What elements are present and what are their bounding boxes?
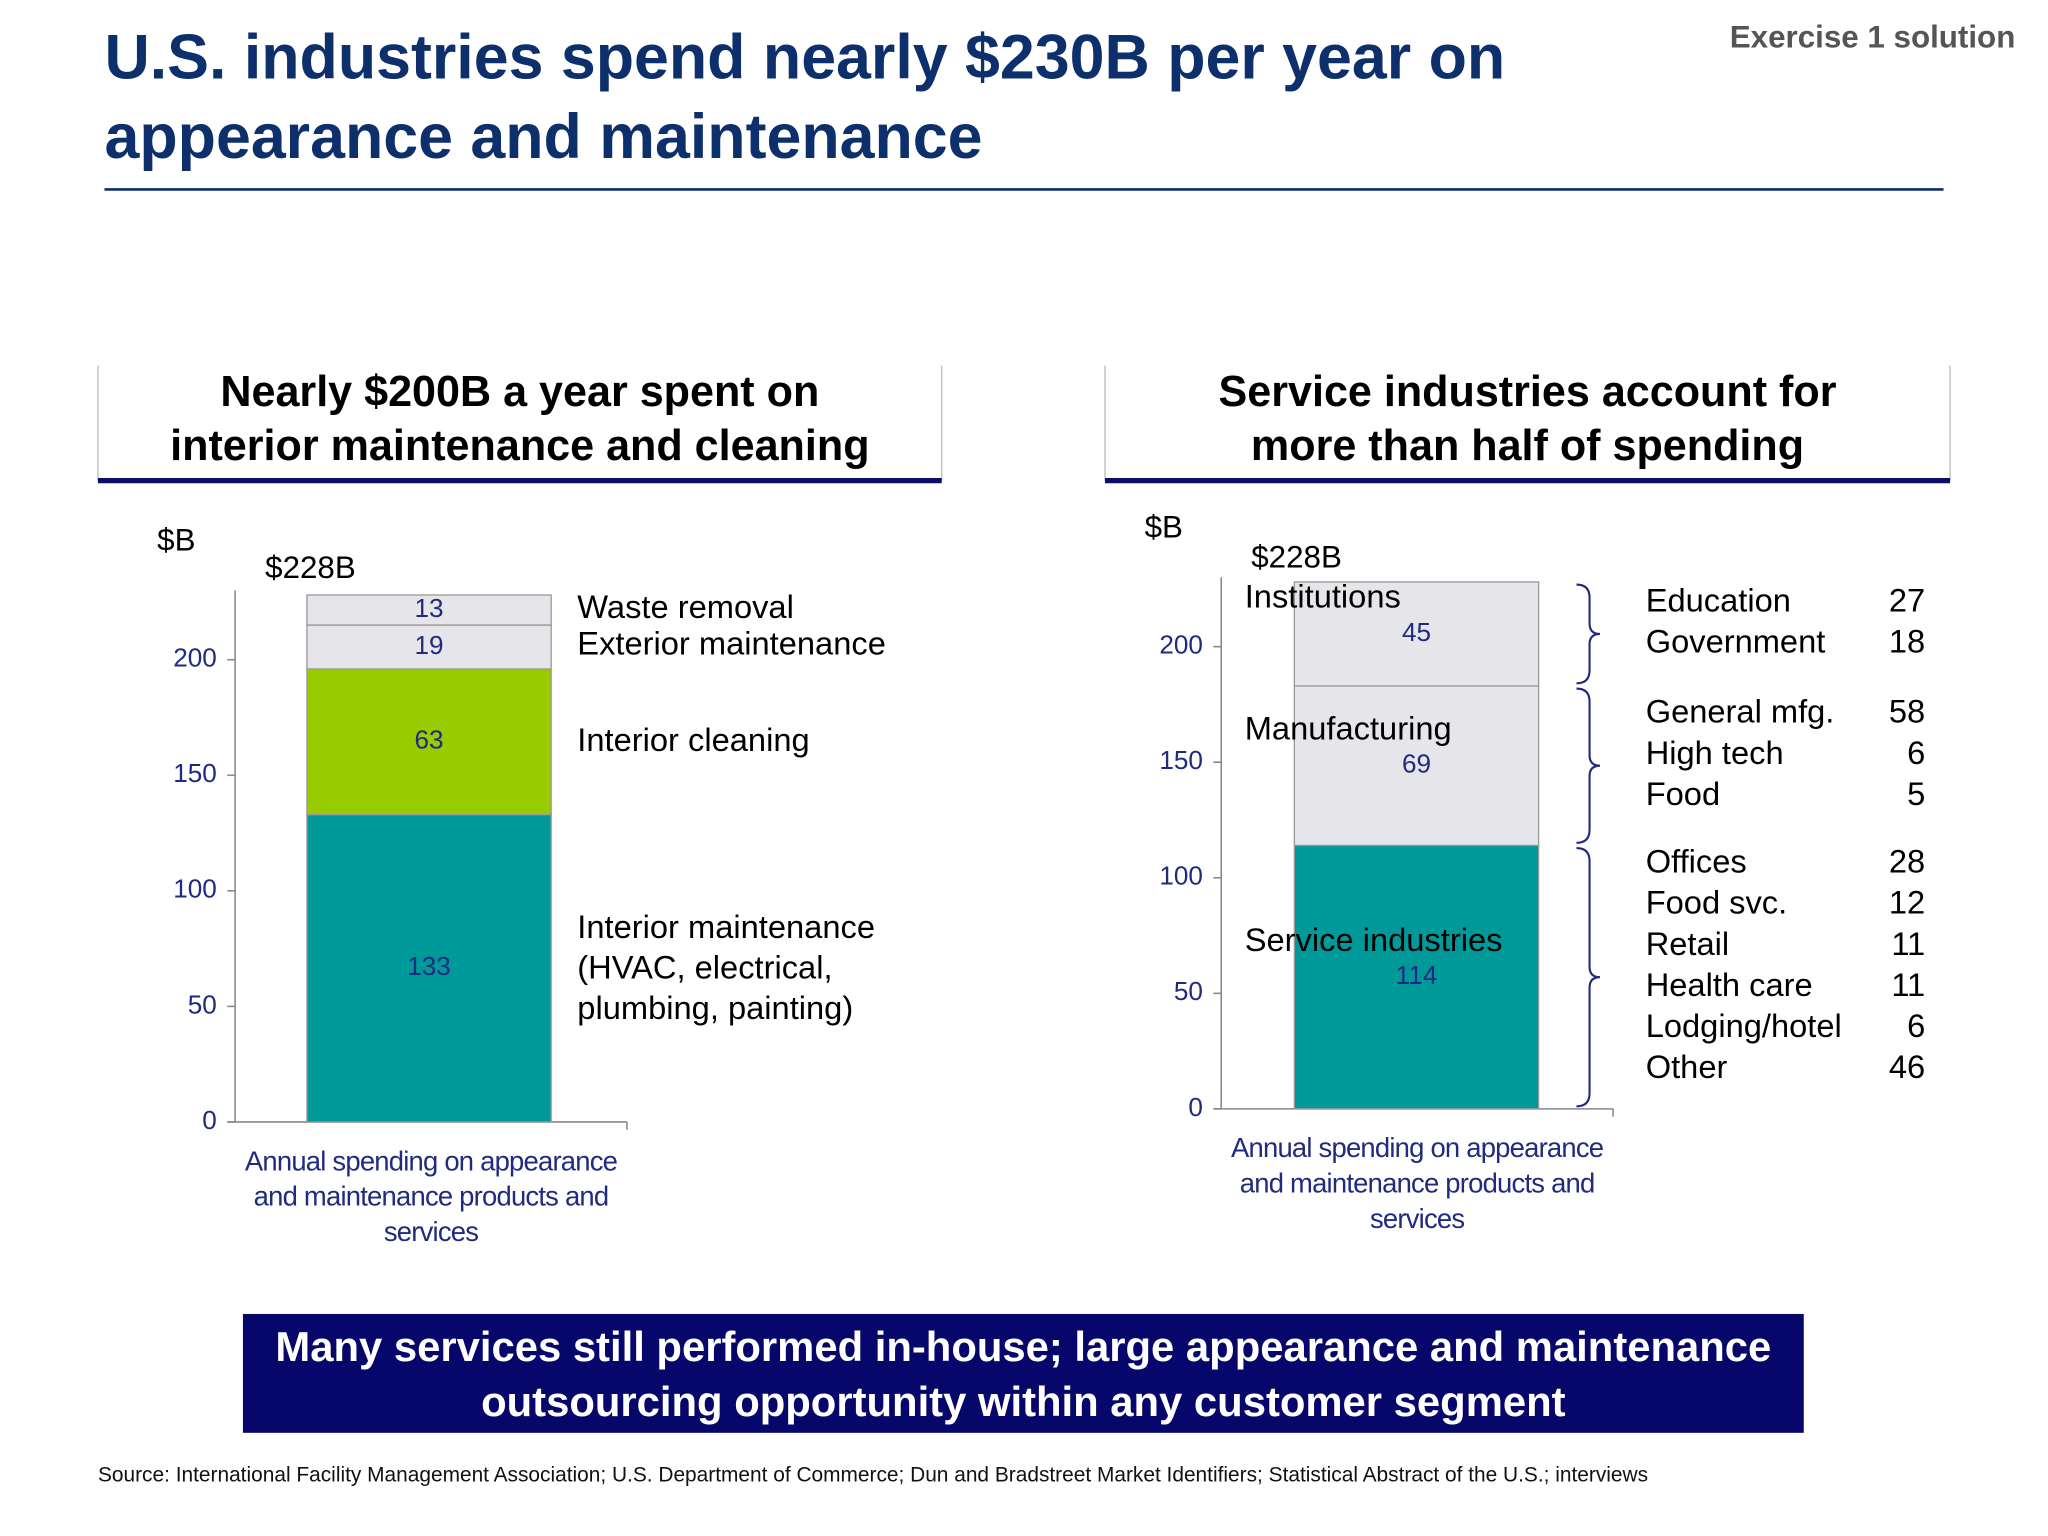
y-tick-label: 200 (173, 643, 217, 673)
y-axis-label: $B (157, 522, 195, 557)
bar-segment (1293, 844, 1540, 1110)
breakdown-name: Lodging/hotel (1646, 1007, 1842, 1044)
breakdown-value: 11 (1891, 925, 1925, 962)
value-label: 13 (415, 593, 444, 623)
breakdown-name: Health care (1646, 966, 1813, 1003)
chart-title-frame: Nearly $200B a year spent on interior ma… (170, 367, 870, 469)
breakdown-value: 6 (1907, 734, 1925, 771)
brace (1576, 583, 1601, 685)
brace (1576, 687, 1601, 844)
bar-segment (1293, 685, 1540, 847)
value-label: 69 (1402, 749, 1431, 779)
breakdown-value: 11 (1891, 966, 1925, 1003)
chart-title-frame: Service industries account for more than… (1218, 367, 1837, 469)
y-axis-label: $B (1145, 509, 1183, 544)
breakdown-name: Government (1646, 623, 1826, 660)
breakdown-value: 58 (1889, 693, 1925, 730)
takeaway-text: Many services still performed in-house; … (275, 1322, 1772, 1425)
series-label: Exterior maintenance (577, 626, 886, 663)
breakdown-name: Food (1646, 775, 1720, 812)
bar-segment (306, 668, 552, 816)
breakdown-name: Retail (1646, 925, 1729, 962)
series-label-frame: Manufacturing (1244, 710, 1452, 748)
title-box: U.S. industries spend nearly $230B per y… (104, 23, 1506, 173)
breakdown-value: 12 (1889, 884, 1925, 921)
category-label: Annual spending on appearance and mainte… (1231, 1133, 1604, 1235)
series-label: Interior cleaning (577, 722, 810, 760)
y-tick-label: 150 (1159, 745, 1203, 775)
value-label: 19 (415, 630, 444, 660)
series-label: Waste removal (577, 589, 794, 626)
series-label-frame: Institutions (1244, 579, 1401, 616)
page-title: U.S. industries spend nearly $230B per y… (104, 23, 1506, 173)
brace (1576, 846, 1601, 1108)
breakdown-name: High tech (1646, 734, 1784, 771)
total-label: $228B (265, 550, 356, 585)
y-tick-label: 0 (1188, 1092, 1203, 1122)
value-label: 133 (407, 951, 451, 981)
breakdown-name: Offices (1646, 842, 1747, 879)
y-tick-label: 50 (188, 989, 217, 1019)
breakdown-name: Other (1646, 1048, 1728, 1085)
total-label: $228B (1251, 539, 1342, 574)
y-tick-label: 100 (1159, 861, 1203, 891)
y-tick-label: 200 (1159, 630, 1203, 660)
y-tick-label: 50 (1174, 976, 1203, 1006)
category-label: Annual spending on appearance and mainte… (244, 1146, 618, 1248)
y-tick-label: 150 (173, 758, 217, 788)
slide-tag: Exercise 1 solution (1730, 19, 2016, 54)
chart-title: Nearly $200B a year spent on interior ma… (170, 367, 870, 469)
series-label: Institutions (1244, 579, 1401, 616)
breakdown-name: Food svc. (1646, 884, 1788, 921)
breakdown-value: 18 (1889, 623, 1925, 660)
takeaway-frame: Many services still performed in-house; … (275, 1322, 1772, 1425)
series-label-frame: Interior maintenance (HVAC, electrical, … (577, 908, 875, 1027)
breakdown-value: 6 (1907, 1007, 1925, 1044)
source-note: Source: International Facility Managemen… (98, 1463, 1648, 1486)
y-tick-label: 100 (173, 874, 217, 904)
series-label-frame: Service industries (1244, 922, 1503, 959)
breakdown-value: 5 (1907, 775, 1925, 812)
value-label: 63 (415, 725, 444, 755)
value-label: 114 (1396, 960, 1438, 990)
series-label: Interior maintenance (HVAC, electrical, … (577, 908, 875, 1027)
breakdown-value: 28 (1889, 842, 1925, 879)
category-label-frame: Annual spending on appearance and mainte… (244, 1146, 618, 1248)
series-label-frame: Exterior maintenance (577, 626, 886, 663)
breakdown-value: 46 (1889, 1048, 1925, 1085)
y-tick-label: 0 (202, 1105, 217, 1135)
category-label-frame: Annual spending on appearance and mainte… (1231, 1133, 1604, 1235)
series-label: Service industries (1244, 922, 1503, 959)
breakdown-name: Education (1646, 582, 1791, 619)
breakdown-name: General mfg. (1646, 693, 1835, 730)
series-label: Manufacturing (1244, 710, 1452, 748)
bar-segment (1293, 581, 1540, 687)
bar-segment (306, 624, 552, 670)
breakdown-value: 27 (1889, 582, 1925, 619)
value-label: 45 (1402, 617, 1431, 647)
bar-segment (306, 594, 552, 626)
series-label-frame: Waste removal (577, 589, 794, 626)
chart-title: Service industries account for more than… (1218, 367, 1837, 469)
takeaway-box (242, 1313, 1804, 1433)
series-label-frame: Interior cleaning (577, 722, 810, 760)
